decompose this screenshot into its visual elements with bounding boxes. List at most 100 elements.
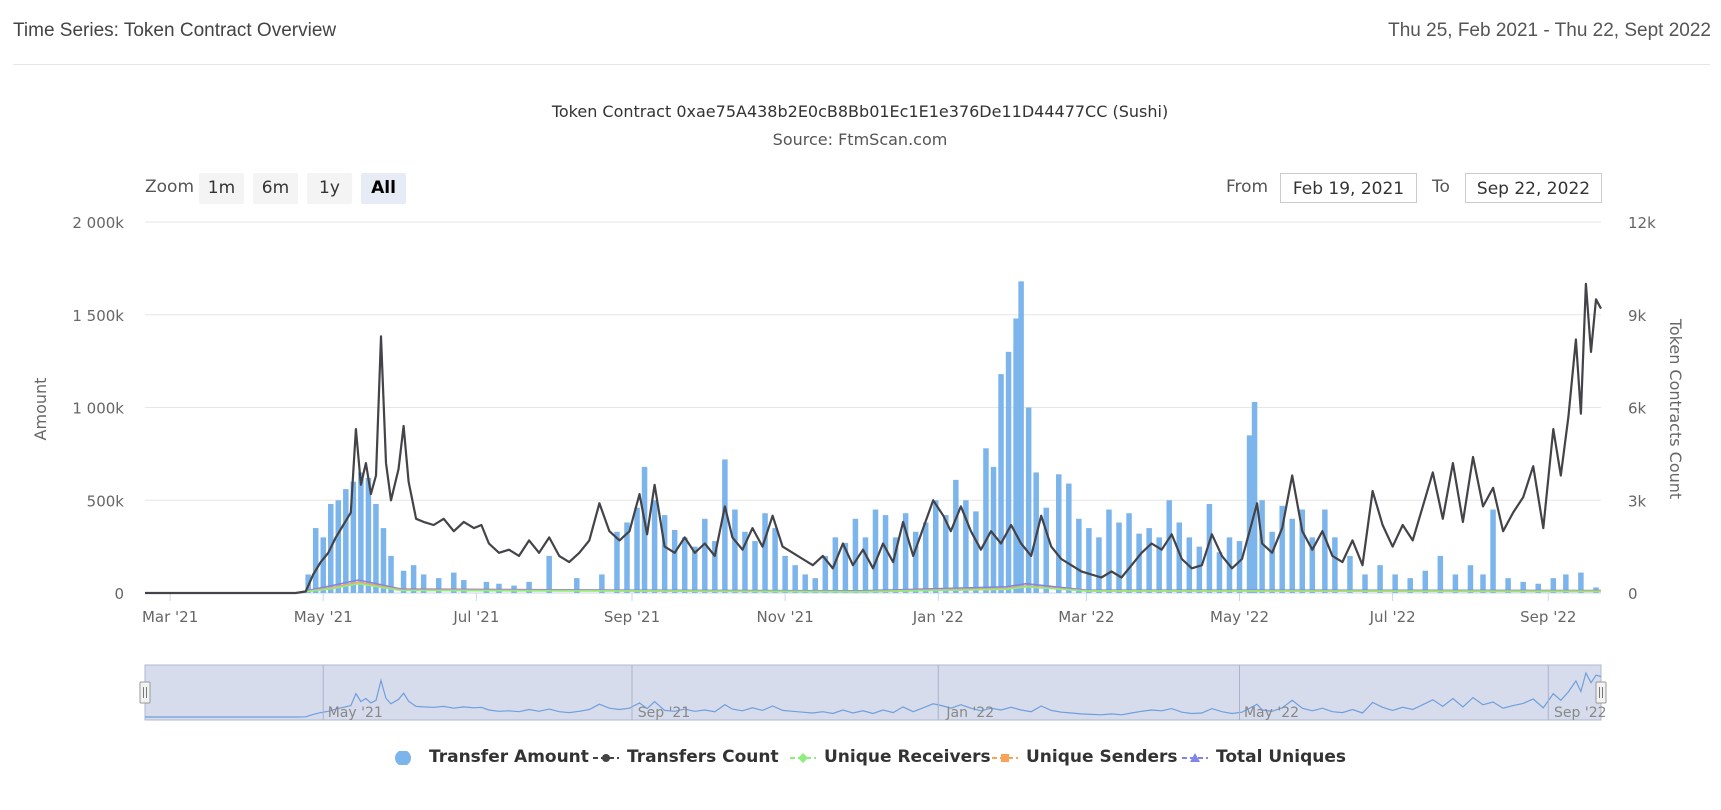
transfer-amount-bar bbox=[1236, 541, 1243, 593]
transfer-amount-bar bbox=[1086, 528, 1092, 593]
chart-title-group: Token Contract 0xae75A438b2E0cB8Bb01Ec1E… bbox=[551, 102, 1168, 149]
legend-item-transfer-amount[interactable]: Transfer Amount bbox=[393, 742, 589, 772]
y-axis-left: 0 500k 1 000k 1 500k 2 000k bbox=[72, 214, 124, 603]
transfer-amount-bar bbox=[1106, 509, 1112, 593]
y-left-tick-label: 0 bbox=[114, 585, 124, 603]
transfer-amount-bar bbox=[365, 477, 372, 593]
transfer-amount-bar bbox=[1362, 574, 1368, 593]
transfer-amount-bar bbox=[1196, 546, 1203, 593]
transfers-count-line bbox=[145, 282, 1602, 595]
transfer-amount-bar bbox=[343, 489, 349, 593]
transfer-amount-bar bbox=[792, 565, 798, 593]
transfer-amount-bar bbox=[1407, 578, 1413, 593]
transfer-amount-bar bbox=[1422, 570, 1429, 593]
transfer-amount-bar bbox=[681, 537, 688, 593]
range-from-input[interactable]: Feb 19, 2021 bbox=[1280, 173, 1417, 203]
transfer-amount-bar bbox=[1279, 505, 1285, 593]
line-triangle-marker-icon bbox=[1180, 750, 1210, 764]
zoom-1y-button[interactable]: 1y bbox=[307, 173, 352, 204]
legend-item-unique-senders[interactable]: Unique Senders bbox=[990, 742, 1178, 772]
transfer-amount-bar bbox=[1136, 533, 1142, 593]
transfer-amount-bar bbox=[1452, 574, 1459, 593]
transfer-amount-bar bbox=[641, 466, 648, 593]
transfer-amount-bar bbox=[1578, 572, 1584, 593]
transfer-amount-bar bbox=[1126, 513, 1132, 593]
transfer-amount-bar bbox=[1347, 555, 1353, 593]
transfer-amount-bar bbox=[1043, 507, 1049, 593]
line-square-marker-icon bbox=[990, 750, 1020, 764]
transfer-amount-bar bbox=[1116, 522, 1122, 593]
transfer-amount-bar bbox=[661, 515, 668, 593]
y-axis-right: 0 3k 6k 9k 12k bbox=[1628, 214, 1656, 603]
transfer-amount-bar bbox=[762, 513, 768, 593]
transfer-amount-bar bbox=[574, 578, 580, 593]
navigator-tick-label: May '21 bbox=[328, 705, 383, 721]
transfer-amount-bar bbox=[902, 513, 909, 593]
y-right-tick-label: 12k bbox=[1628, 214, 1656, 232]
transfer-amount-bar bbox=[862, 537, 869, 593]
transfer-amount-bar bbox=[1490, 509, 1496, 593]
legend-item-unique-receivers[interactable]: Unique Receivers bbox=[788, 742, 991, 772]
line-circle-marker-icon bbox=[591, 750, 621, 764]
navigator-left-handle[interactable] bbox=[139, 681, 151, 704]
y-axis-left-title: Amount bbox=[31, 378, 50, 441]
transfer-amount-bar bbox=[483, 581, 490, 593]
transfer-amount-bar bbox=[624, 522, 630, 593]
transfer-amount-bar bbox=[772, 528, 778, 593]
transfer-amount-bar bbox=[1392, 574, 1398, 593]
transfer-amount-bar bbox=[1259, 500, 1265, 593]
transfer-amount-bar bbox=[872, 509, 879, 593]
transfer-amount-bar bbox=[1535, 583, 1541, 593]
transfer-amount-bar bbox=[722, 459, 728, 593]
navigator[interactable]: May '21 Sep '21 Jan '22 May '22 Sep '22 bbox=[139, 664, 1607, 721]
navigator-right-handle[interactable] bbox=[1595, 681, 1607, 704]
y-left-tick-label: 500k bbox=[87, 492, 125, 510]
header-divider bbox=[13, 64, 1710, 65]
x-tick-label: Sep '22 bbox=[1520, 608, 1576, 626]
x-tick-label: Jul '21 bbox=[452, 608, 499, 626]
transfer-amount-bar bbox=[1505, 578, 1511, 593]
transfer-amount-bar bbox=[1480, 574, 1486, 593]
range-to-input[interactable]: Sep 22, 2022 bbox=[1465, 173, 1602, 203]
transfer-amount-bar bbox=[1013, 318, 1019, 593]
transfer-amount-bar bbox=[712, 541, 718, 593]
zoom-6m-button[interactable]: 6m bbox=[253, 173, 298, 204]
transfer-amount-bar bbox=[380, 528, 387, 593]
transfer-amount-bar bbox=[933, 500, 939, 593]
transfer-amount-bar bbox=[1550, 578, 1557, 593]
chart-subtitle: Source: FtmScan.com bbox=[773, 130, 948, 149]
zoom-1m-button[interactable]: 1m bbox=[199, 173, 244, 204]
transfer-amount-bar bbox=[1289, 518, 1295, 593]
transfer-amount-bar bbox=[614, 531, 620, 593]
zoom-label: Zoom bbox=[145, 177, 195, 197]
y-right-tick-label: 9k bbox=[1628, 307, 1647, 325]
navigator-tick-label: Sep '21 bbox=[638, 705, 691, 721]
zoom-all-button[interactable]: All bbox=[361, 173, 406, 204]
transfer-amount-bar bbox=[973, 511, 979, 593]
transfer-amount-bar bbox=[335, 500, 342, 593]
transfer-amount-bar bbox=[990, 466, 997, 593]
transfer-amount-bar bbox=[732, 509, 738, 593]
y-right-tick-label: 3k bbox=[1628, 492, 1647, 510]
transfer-amount-bar bbox=[1269, 531, 1275, 593]
page-header: Time Series: Token Contract Overview Thu… bbox=[0, 0, 1721, 65]
transfer-amount-bar bbox=[599, 574, 605, 593]
transfer-amount-bar bbox=[1246, 435, 1253, 593]
series-transfer-amount bbox=[305, 281, 1599, 593]
navigator-tick-label: May '22 bbox=[1244, 705, 1299, 721]
legend-item-transfers-count[interactable]: Transfers Count bbox=[591, 742, 779, 772]
transfer-amount-bar bbox=[320, 537, 326, 593]
transfer-amount-bar bbox=[451, 572, 457, 593]
y-axis-right-title: Token Contracts Count bbox=[1666, 318, 1685, 499]
transfer-amount-bar bbox=[692, 546, 698, 593]
navigator-series-line bbox=[145, 671, 1602, 718]
transfer-amount-bar bbox=[882, 515, 889, 593]
transfer-amount-bar bbox=[802, 574, 808, 593]
transfer-amount-bar bbox=[1076, 518, 1082, 593]
legend-item-total-uniques[interactable]: Total Uniques bbox=[1180, 742, 1346, 772]
y-right-tick-label: 0 bbox=[1628, 585, 1638, 603]
x-tick-label: Mar '22 bbox=[1058, 608, 1114, 626]
y-left-tick-label: 1 000k bbox=[72, 400, 124, 418]
transfer-amount-bar bbox=[350, 481, 357, 593]
transfer-amount-bar bbox=[388, 555, 394, 593]
